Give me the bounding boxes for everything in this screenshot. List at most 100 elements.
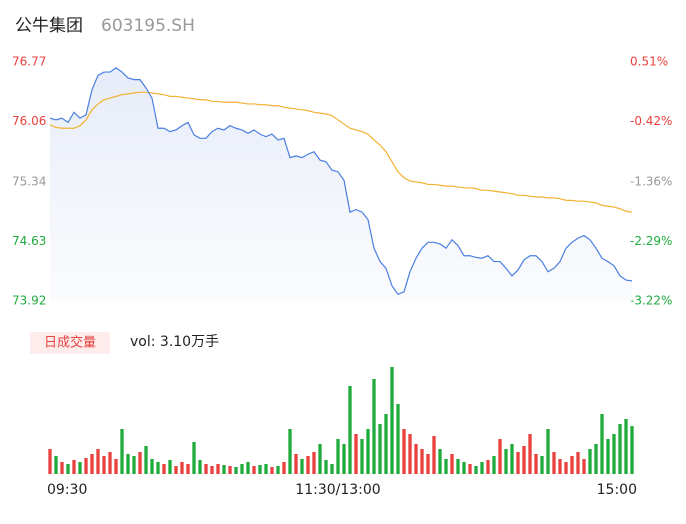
volume-bar xyxy=(84,458,88,474)
volume-bar xyxy=(282,462,286,474)
volume-bar xyxy=(90,454,94,474)
volume-bar xyxy=(120,429,124,474)
volume-legend-box xyxy=(30,332,110,354)
volume-bar xyxy=(114,459,118,474)
volume-bar xyxy=(438,449,442,474)
volume-bar xyxy=(294,454,298,474)
volume-bar xyxy=(228,466,232,474)
volume-bar xyxy=(420,449,424,474)
volume-bar xyxy=(216,464,220,474)
volume-bar xyxy=(570,456,574,474)
volume-bar xyxy=(546,429,550,474)
volume-bar xyxy=(594,444,598,474)
y-tick-label: 74.63 xyxy=(12,234,46,248)
volume-bar xyxy=(396,404,400,474)
volume-bar xyxy=(618,424,622,474)
volume-bar xyxy=(528,434,532,474)
volume-bar xyxy=(360,439,364,474)
volume-bar xyxy=(582,459,586,474)
volume-bar xyxy=(468,464,472,474)
volume-bar xyxy=(324,460,328,474)
volume-bar xyxy=(426,454,430,474)
volume-bar xyxy=(264,464,268,474)
volume-bar xyxy=(390,367,394,474)
volume-bar xyxy=(138,452,142,474)
volume-bar xyxy=(450,454,454,474)
volume-legend: 日成交量 xyxy=(44,335,96,351)
volume-bar xyxy=(534,454,538,474)
volume-bar xyxy=(408,434,412,474)
volume-bar xyxy=(318,444,322,474)
volume-bar xyxy=(624,419,628,474)
volume-bar xyxy=(480,462,484,474)
volume-bar xyxy=(66,464,70,474)
price-line xyxy=(49,67,633,296)
volume-bar xyxy=(402,429,406,474)
chart-title: 公牛集团 xyxy=(15,16,83,36)
volume-bar xyxy=(312,452,316,474)
volume-bar xyxy=(456,459,460,474)
volume-bar xyxy=(606,439,610,474)
y-tick-label: 76.06 xyxy=(12,114,46,128)
price-area xyxy=(50,67,632,301)
volume-bar xyxy=(558,459,562,474)
volume-bar xyxy=(342,444,346,474)
y-tick-label: 75.34 xyxy=(12,174,46,188)
volume-bar xyxy=(240,464,244,474)
volume-bar xyxy=(372,379,376,474)
volume-bar xyxy=(288,429,292,474)
average-line xyxy=(49,91,633,213)
volume-bar xyxy=(132,456,136,474)
volume-bar xyxy=(378,424,382,474)
volume-bar xyxy=(192,442,196,474)
y2-tick-label: -1.36% xyxy=(630,174,672,188)
volume-bar xyxy=(162,464,166,474)
volume-bar xyxy=(270,467,274,474)
y-tick-label: 76.77 xyxy=(12,55,46,69)
volume-bar xyxy=(504,449,508,474)
volume-bar xyxy=(60,462,64,474)
volume-bar xyxy=(522,446,526,474)
volume-bar xyxy=(144,446,148,474)
volume-bar xyxy=(300,459,304,474)
volume-bar xyxy=(78,462,82,474)
volume-bar xyxy=(54,456,58,474)
volume-bar xyxy=(576,452,580,474)
y2-tick-label: -2.29% xyxy=(630,234,672,248)
volume-bar xyxy=(246,462,250,474)
volume-bar xyxy=(276,466,280,474)
volume-bar xyxy=(174,466,178,474)
x-tick-label: 09:30 xyxy=(47,482,87,498)
volume-bar xyxy=(348,386,352,474)
volume-bar xyxy=(186,464,190,474)
x-tick-label: 15:00 xyxy=(597,482,637,498)
volume-bar xyxy=(354,434,358,474)
volume-bar xyxy=(306,456,310,474)
volume-bar xyxy=(330,464,334,474)
y-tick-label: 73.92 xyxy=(12,294,46,308)
volume-bar xyxy=(552,452,556,474)
volume-bar xyxy=(612,434,616,474)
volume-bar xyxy=(588,449,592,474)
volume-bar xyxy=(48,449,52,474)
volume-bar xyxy=(156,462,160,474)
volume-bar xyxy=(630,426,634,474)
volume-bar xyxy=(384,414,388,474)
volume-bar xyxy=(96,449,100,474)
volume-bar xyxy=(486,460,490,474)
volume-bar xyxy=(258,465,262,474)
volume-bar xyxy=(234,467,238,474)
volume-bar xyxy=(150,459,154,474)
volume-bar xyxy=(366,429,370,474)
volume-label: vol: 3.10万手 xyxy=(130,334,219,350)
volume-bar xyxy=(492,456,496,474)
volume-bar xyxy=(102,456,106,474)
volume-bar xyxy=(180,462,184,474)
volume-bar xyxy=(168,460,172,474)
volume-bar xyxy=(414,444,418,474)
volume-bar xyxy=(540,456,544,474)
volume-bar xyxy=(498,439,502,474)
volume-bar xyxy=(444,459,448,474)
volume-bar xyxy=(210,466,214,474)
